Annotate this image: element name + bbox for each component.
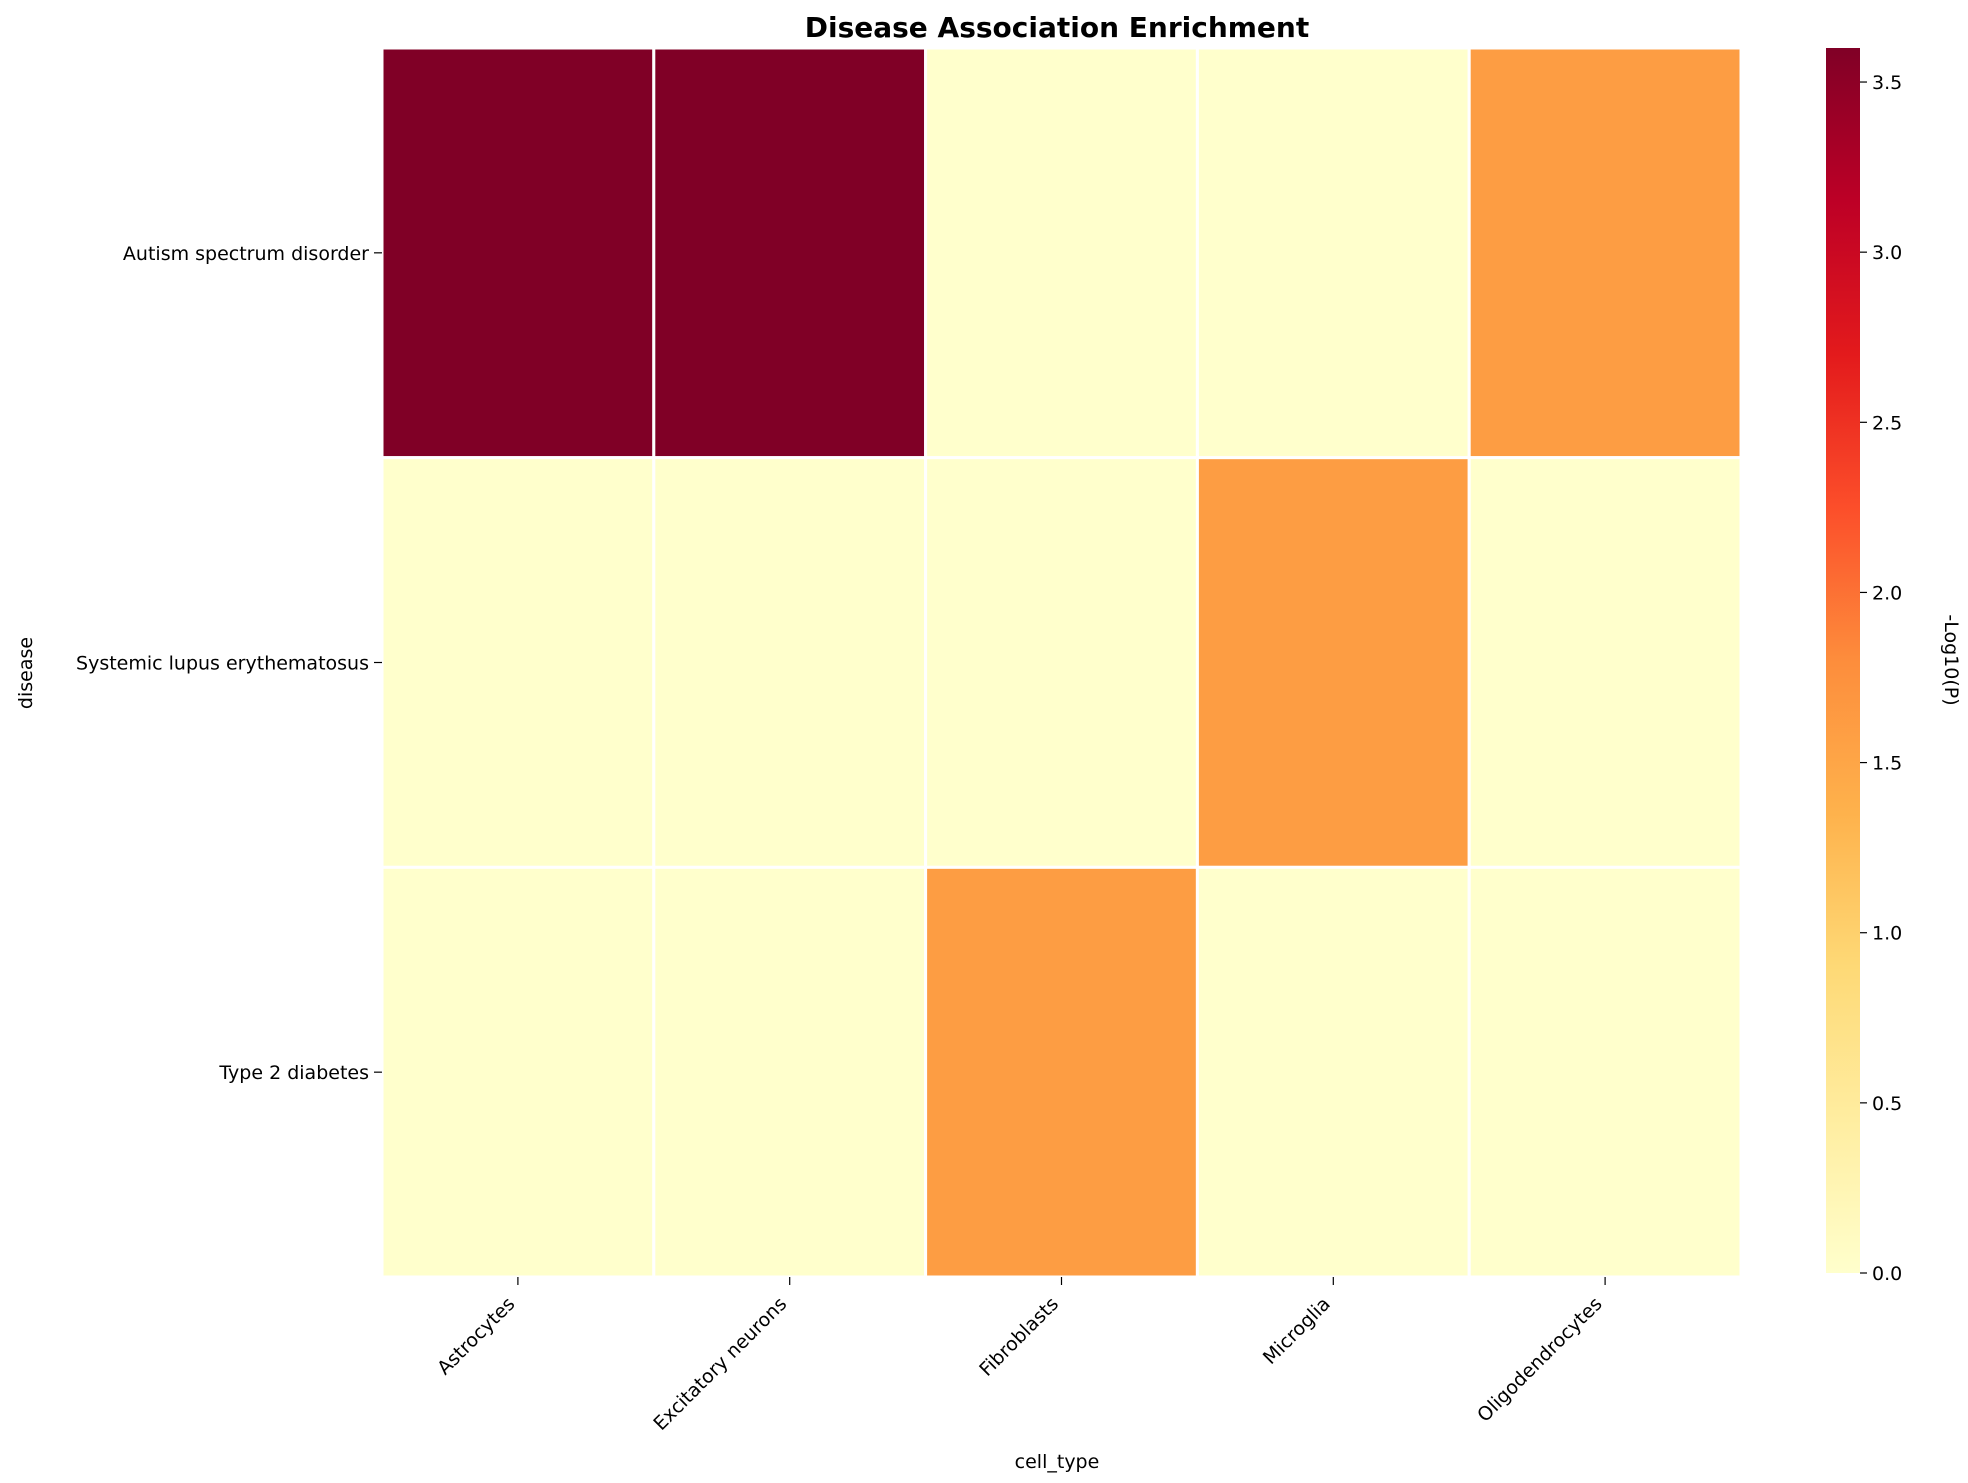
heatmap-cell xyxy=(924,456,1199,869)
colorbar-tick-label: 2.5 xyxy=(1872,412,1902,434)
x-tick-label: Microglia xyxy=(1259,1293,1335,1369)
x-axis: Astrocytes Excitatory neurons Fibroblasts M… xyxy=(433,1277,1607,1435)
colorbar-ticks: 0.0 0.5 1.0 1.5 2.0 2.5 3.0 3.5 xyxy=(1860,72,1902,1285)
heatmap-cell xyxy=(1195,46,1471,460)
chart-title: Disease Association Enrichment xyxy=(805,11,1310,44)
heatmap-cells xyxy=(380,46,1743,1279)
y-tick-label: Type 2 diabetes xyxy=(218,1062,369,1084)
colorbar xyxy=(1826,48,1860,1273)
heatmap-cell xyxy=(1195,865,1471,1279)
colorbar-tick-label: 3.0 xyxy=(1872,242,1902,264)
heatmap-cell xyxy=(380,865,656,1279)
colorbar-tick-label: 1.0 xyxy=(1872,923,1902,945)
colorbar-tick-label: 3.5 xyxy=(1872,72,1902,94)
y-tick-label: Autism spectrum disorder xyxy=(123,243,369,265)
heatmap-cell xyxy=(652,456,928,869)
heatmap-cell xyxy=(924,865,1199,1279)
y-axis-label: disease xyxy=(15,637,37,709)
heatmap-cell xyxy=(652,865,928,1279)
heatmap-cell xyxy=(380,456,656,869)
heatmap-cell xyxy=(1195,456,1471,869)
colorbar-label: -Log10(P) xyxy=(1940,614,1962,705)
y-axis: Autism spectrum disorder Systemic lupus e… xyxy=(76,243,382,1084)
heatmap-cell xyxy=(1467,46,1743,460)
heatmap-cell xyxy=(1467,456,1743,869)
colorbar-tick-label: 1.5 xyxy=(1872,753,1902,775)
x-axis-label: cell_type xyxy=(1015,1451,1100,1473)
colorbar-tick-label: 0.0 xyxy=(1872,1263,1902,1285)
y-tick-label: Systemic lupus erythematosus xyxy=(76,653,369,675)
heatmap-cell xyxy=(652,46,928,460)
colorbar-tick-label: 0.5 xyxy=(1872,1093,1902,1115)
x-tick-label: Fibroblasts xyxy=(975,1293,1063,1381)
x-tick-label: Astrocytes xyxy=(433,1293,519,1379)
heatmap-cell xyxy=(380,46,656,460)
heatmap-cell xyxy=(1467,865,1743,1279)
heatmap-cell xyxy=(924,46,1199,460)
x-tick-label: Excitatory neurons xyxy=(649,1293,791,1435)
colorbar-tick-label: 2.0 xyxy=(1872,582,1902,604)
x-tick-label: Oligodendrocytes xyxy=(1473,1293,1607,1427)
